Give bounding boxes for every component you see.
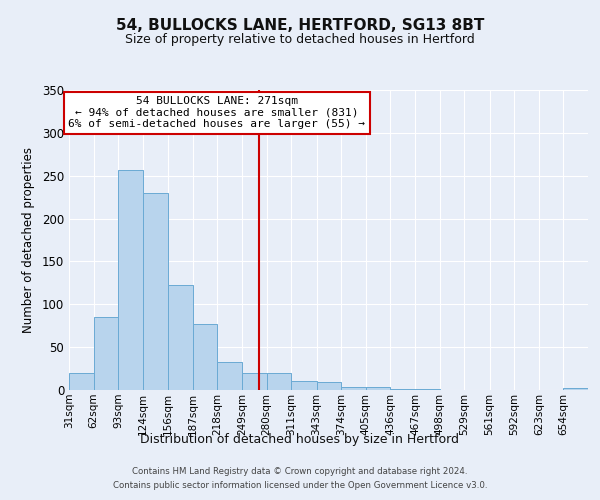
Bar bbox=[242, 373, 266, 390]
Bar bbox=[143, 193, 168, 390]
Text: 54 BULLOCKS LANE: 271sqm
← 94% of detached houses are smaller (831)
6% of semi-d: 54 BULLOCKS LANE: 271sqm ← 94% of detach… bbox=[68, 96, 365, 129]
Bar bbox=[118, 170, 143, 390]
Bar bbox=[217, 362, 242, 390]
Bar bbox=[291, 382, 317, 390]
Bar bbox=[94, 317, 118, 390]
Text: Contains public sector information licensed under the Open Government Licence v3: Contains public sector information licen… bbox=[113, 481, 487, 490]
Text: Contains HM Land Registry data © Crown copyright and database right 2024.: Contains HM Land Registry data © Crown c… bbox=[132, 467, 468, 476]
Text: Distribution of detached houses by size in Hertford: Distribution of detached houses by size … bbox=[140, 432, 460, 446]
Bar bbox=[341, 386, 366, 390]
Bar bbox=[415, 389, 440, 390]
Y-axis label: Number of detached properties: Number of detached properties bbox=[22, 147, 35, 333]
Bar bbox=[69, 373, 94, 390]
Bar bbox=[168, 286, 193, 390]
Bar bbox=[266, 373, 291, 390]
Bar bbox=[317, 382, 341, 390]
Bar bbox=[563, 388, 588, 390]
Text: Size of property relative to detached houses in Hertford: Size of property relative to detached ho… bbox=[125, 32, 475, 46]
Bar bbox=[366, 388, 391, 390]
Bar bbox=[193, 324, 217, 390]
Text: 54, BULLOCKS LANE, HERTFORD, SG13 8BT: 54, BULLOCKS LANE, HERTFORD, SG13 8BT bbox=[116, 18, 484, 32]
Bar bbox=[391, 389, 415, 390]
